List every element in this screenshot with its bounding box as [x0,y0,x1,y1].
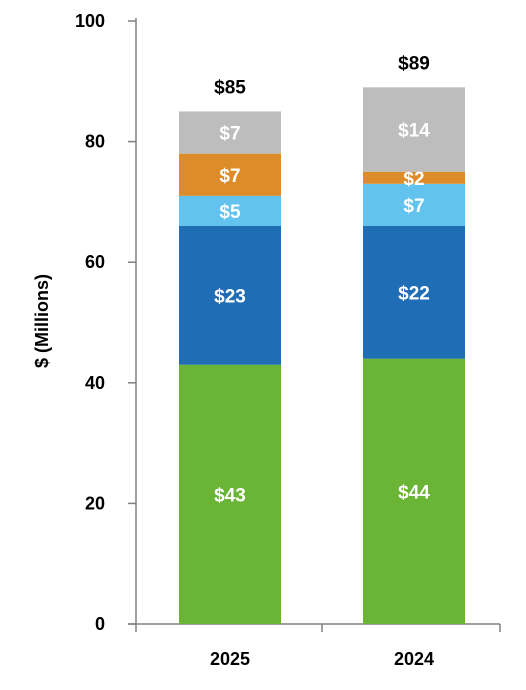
segment-data-label: $7 [219,124,240,145]
y-tick-label: 0 [95,614,105,634]
bar-segment [363,171,465,184]
bar-segment [179,111,281,154]
bar-segment [363,183,465,227]
bar-segment [363,358,465,624]
bar-segment [179,153,281,196]
y-tick-label: 60 [85,252,105,272]
bar-segment [179,195,281,227]
y-tick-label: 20 [85,493,105,513]
bar-segment [363,87,465,172]
segment-data-label: $7 [219,166,240,187]
total-data-label: $85 [214,77,246,98]
x-tick-label: 2024 [394,649,434,669]
y-tick-label: 80 [85,132,105,152]
segment-data-label: $2 [403,169,424,190]
segment-data-label: $44 [398,482,430,503]
total-data-label: $89 [398,53,430,74]
segment-data-label: $22 [398,283,430,304]
segment-data-label: $43 [214,485,246,506]
segment-data-label: $5 [219,202,241,223]
y-tick-label: 40 [85,373,105,393]
x-axis: 2025 2024 [128,623,501,669]
bar-segment [363,226,465,359]
segment-data-label: $14 [398,121,430,142]
bar-segment [179,226,281,365]
x-tick-label: 2025 [210,649,250,669]
y-axis: 0 20 40 60 80 100 [75,11,137,634]
segment-data-label: $23 [214,286,246,307]
segment-data-label: $7 [403,196,424,217]
bar-segment [179,364,281,624]
y-axis-title: $ (Millions) [32,274,52,368]
y-tick-label: 100 [75,11,105,31]
